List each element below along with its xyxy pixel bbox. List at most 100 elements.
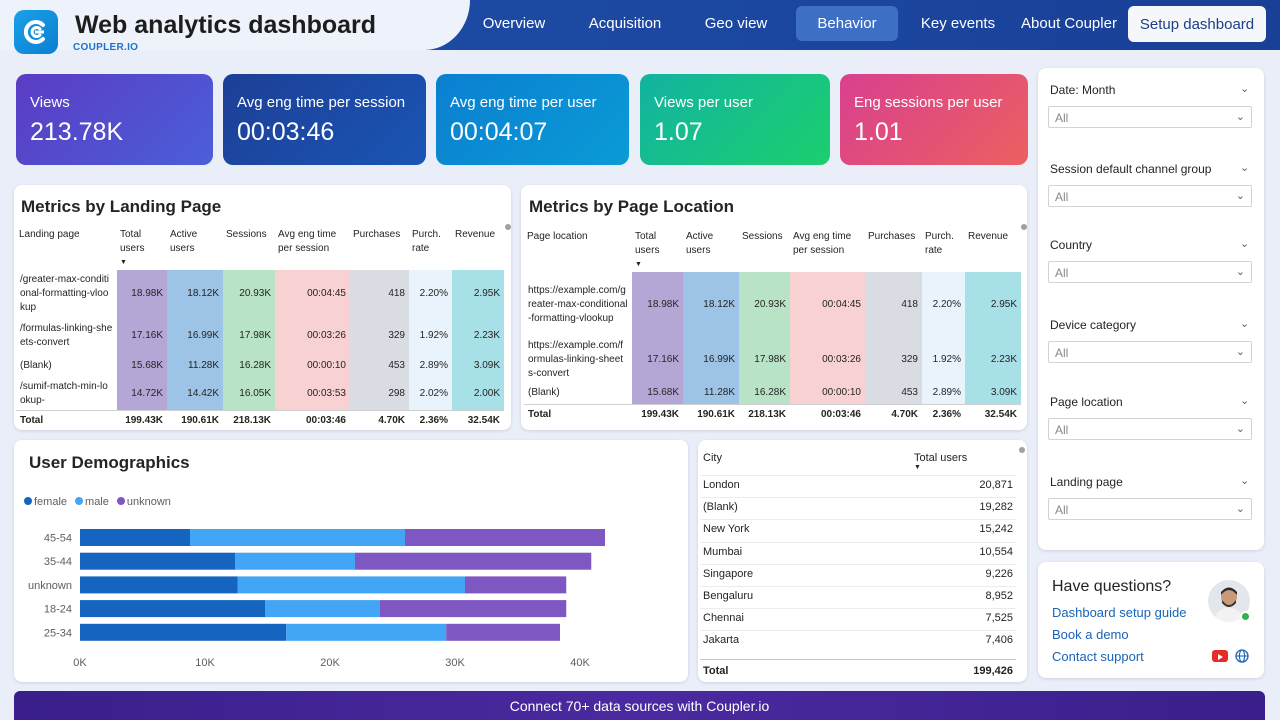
column-header[interactable]: Avg eng time per session <box>793 231 852 256</box>
column-header-sorted[interactable]: Total users ▼ <box>117 228 167 270</box>
row-divider <box>700 630 1016 632</box>
cell-value: 2.00K <box>452 378 504 410</box>
footer-banner[interactable]: Connect 70+ data sources with Coupler.io <box>14 691 1265 720</box>
scrollbar-handle[interactable] <box>505 224 511 230</box>
table-row[interactable]: Singapore 9,226 <box>703 568 1013 580</box>
landing-page-title: Metrics by Landing Page <box>21 197 222 216</box>
table-row[interactable]: /formulas-linking-sheets-convert 17.16K 16… <box>16 318 504 354</box>
collapse-chevron-icon[interactable]: ⌄ <box>1240 238 1250 250</box>
kpi-label: Eng sessions per user <box>854 94 1003 111</box>
column-header-city[interactable]: City <box>703 452 722 464</box>
bar-unknown-25-34[interactable] <box>446 623 560 641</box>
column-header[interactable]: Purchases <box>353 229 401 240</box>
column-header[interactable]: Active users <box>686 231 714 256</box>
column-header[interactable]: Page location <box>527 231 588 242</box>
bar-female-18-24[interactable] <box>80 600 265 618</box>
legend-item-female[interactable]: female <box>24 496 67 508</box>
contact-support-link[interactable]: Contact support <box>1052 649 1144 664</box>
bar-unknown-18-24[interactable] <box>380 600 567 618</box>
scrollbar-handle[interactable] <box>1021 224 1027 230</box>
cell-value: 11.28K <box>683 382 739 404</box>
column-header[interactable]: Revenue <box>455 229 496 240</box>
youtube-icon[interactable] <box>1212 650 1228 662</box>
bar-unknown-unknown[interactable] <box>465 576 567 594</box>
cell-value: 20.93K <box>739 272 790 338</box>
column-header[interactable]: Sessions <box>226 229 267 240</box>
column-header-total-users[interactable]: Total users ▼ <box>914 452 967 471</box>
nav-key-events[interactable]: Key events <box>920 15 996 32</box>
city-name: Jakarta <box>703 634 740 647</box>
table-row[interactable]: Mumbai 10,554 <box>703 546 1013 558</box>
bar-male-45-54[interactable] <box>190 529 405 546</box>
filter-dropdown[interactable]: All ⌄ <box>1048 418 1252 440</box>
column-header[interactable]: Active users <box>170 229 198 254</box>
row-divider <box>700 541 1016 543</box>
cell-value: 453 <box>865 382 922 404</box>
x-tick-label: 40K <box>570 657 590 669</box>
cell-value: 00:03:26 <box>275 318 350 354</box>
filter-dropdown[interactable]: All ⌄ <box>1048 498 1252 520</box>
city-total-users: 19,282 <box>979 501 1013 514</box>
cell-value: 2.89% <box>409 354 452 378</box>
city-total-users: 10,554 <box>979 545 1013 558</box>
bar-female-25-34[interactable] <box>80 623 287 641</box>
book-a-demo-link[interactable]: Book a demo <box>1052 627 1129 642</box>
dashboard-setup-guide-link[interactable]: Dashboard setup guide <box>1052 605 1187 620</box>
bar-male-18-24[interactable] <box>265 600 380 618</box>
bar-unknown-45-54[interactable] <box>405 529 605 546</box>
bar-unknown-35-44[interactable] <box>355 552 592 570</box>
collapse-chevron-icon[interactable]: ⌄ <box>1240 475 1250 487</box>
table-row[interactable]: /greater-max-conditional-formatting-vloo… <box>16 270 504 318</box>
table-row[interactable]: London 20,871 <box>703 479 1013 491</box>
bar-female-45-54[interactable] <box>80 529 190 546</box>
bar-male-25-34[interactable] <box>286 623 447 641</box>
column-header[interactable]: Purch. rate <box>925 231 954 256</box>
nav-overview[interactable]: Overview <box>482 15 546 32</box>
table-row[interactable]: Bengaluru 8,952 <box>703 590 1013 602</box>
row-label: https://example.com/greater-max-conditio… <box>528 285 628 324</box>
filter-dropdown[interactable]: All ⌄ <box>1048 261 1252 283</box>
nav-behavior[interactable]: Behavior <box>796 6 898 41</box>
nav-geo-view[interactable]: Geo view <box>704 15 768 32</box>
total-label: Total <box>16 409 117 432</box>
scrollbar-handle[interactable] <box>1019 447 1025 453</box>
bar-female-35-44[interactable] <box>80 552 235 570</box>
bar-male-35-44[interactable] <box>235 552 355 570</box>
collapse-chevron-icon[interactable]: ⌄ <box>1240 83 1250 95</box>
column-header-sorted[interactable]: Total users ▼ <box>632 230 683 272</box>
column-header[interactable]: Landing page <box>19 229 80 240</box>
table-row[interactable]: (Blank) 19,282 <box>703 501 1013 513</box>
table-row[interactable]: https://example.com/formulas-linking-she… <box>524 338 1021 382</box>
total-value: 199,426 <box>973 665 1013 677</box>
table-row[interactable]: (Blank) 15.68K 11.28K 16.28K 00:00:10 453 2.89… <box>524 382 1021 404</box>
row-label: (Blank) <box>528 386 560 398</box>
collapse-chevron-icon[interactable]: ⌄ <box>1240 162 1250 174</box>
cell-value: 18.98K <box>117 270 167 318</box>
table-row[interactable]: https://example.com/greater-max-conditio… <box>524 272 1021 338</box>
bar-female-unknown[interactable] <box>80 576 238 594</box>
column-header[interactable]: Avg eng time per session <box>278 229 337 254</box>
collapse-chevron-icon[interactable]: ⌄ <box>1240 318 1250 330</box>
nav-about-coupler[interactable]: About Coupler <box>1021 15 1117 32</box>
column-header[interactable]: Revenue <box>968 231 1009 242</box>
filter-dropdown[interactable]: All ⌄ <box>1048 106 1252 128</box>
bar-male-unknown[interactable] <box>237 576 466 594</box>
column-header[interactable]: Sessions <box>742 231 783 242</box>
nav-acquisition[interactable]: Acquisition <box>588 15 662 32</box>
filter-dropdown[interactable]: All ⌄ <box>1048 185 1252 207</box>
table-row[interactable]: New York 15,242 <box>703 523 1013 535</box>
legend-item-male[interactable]: male <box>75 496 109 508</box>
filter-dropdown[interactable]: All ⌄ <box>1048 341 1252 363</box>
collapse-chevron-icon[interactable]: ⌄ <box>1240 395 1250 407</box>
filter-value: All <box>1055 190 1069 204</box>
table-row[interactable]: Jakarta 7,406 <box>703 634 1013 646</box>
table-row[interactable]: Chennai 7,525 <box>703 612 1013 624</box>
setup-dashboard-button[interactable]: Setup dashboard <box>1128 6 1266 42</box>
column-header[interactable]: Purchases <box>868 231 916 242</box>
legend-item-unknown[interactable]: unknown <box>116 496 171 508</box>
table-row[interactable]: (Blank) 15.68K 11.28K 16.28K 00:00:10 453 2.89… <box>16 354 504 378</box>
cell-value: 18.12K <box>167 270 223 318</box>
table-row[interactable]: /sumif-match-min-lookup- 14.72K 14.42K 16.0… <box>16 378 504 410</box>
globe-icon[interactable] <box>1235 649 1249 668</box>
column-header[interactable]: Purch. rate <box>412 229 441 254</box>
